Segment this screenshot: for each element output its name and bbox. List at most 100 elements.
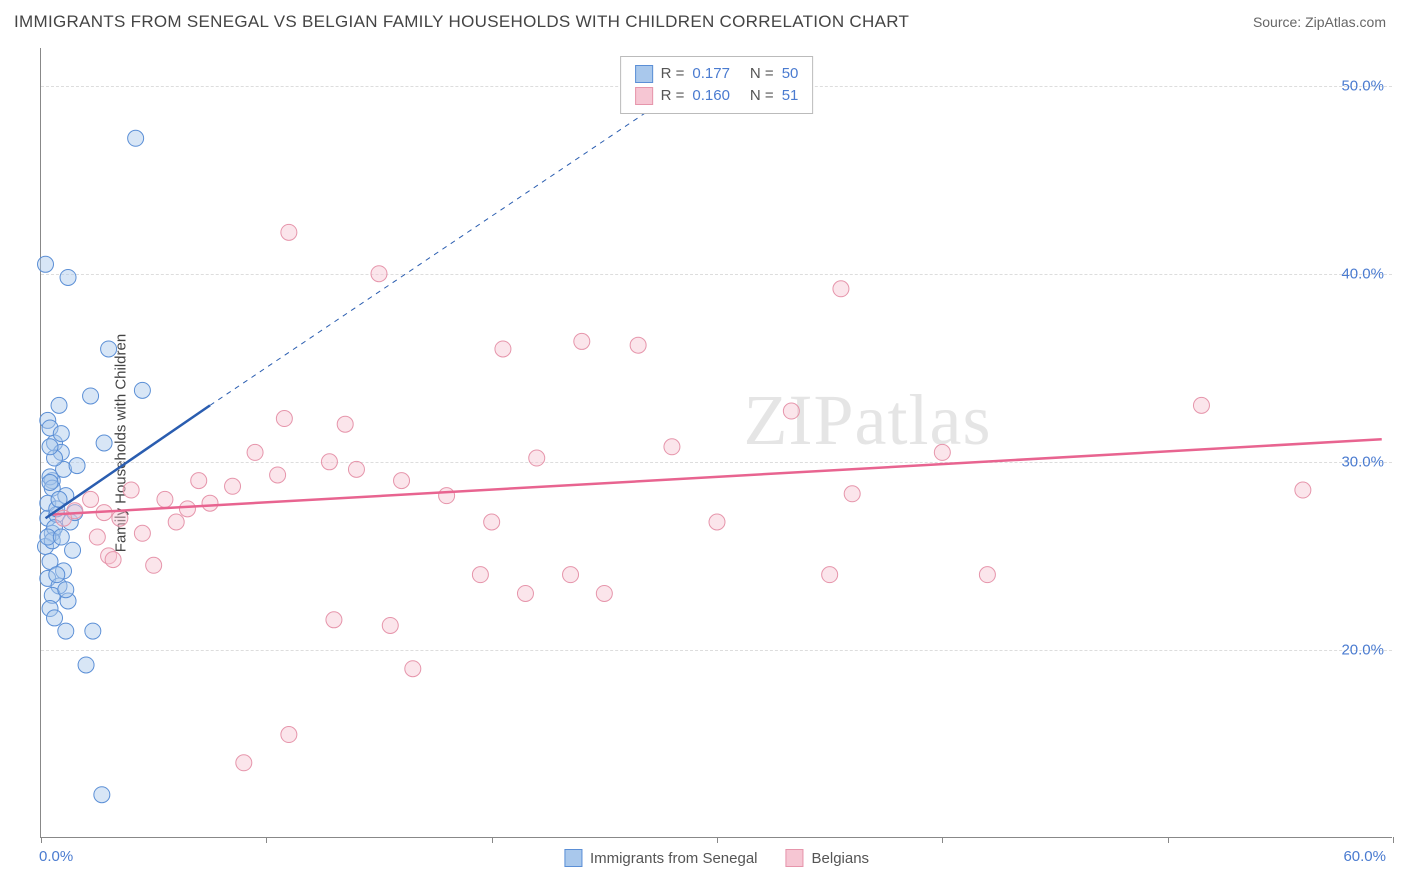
- data-point: [101, 341, 117, 357]
- x-tick: [492, 837, 493, 843]
- swatch-belgians: [635, 87, 653, 105]
- data-point: [281, 224, 297, 240]
- data-point: [337, 416, 353, 432]
- swatch-senegal-icon: [564, 849, 582, 867]
- legend-stats-row-1: R = 0.177 N = 50: [635, 63, 799, 85]
- source-label: Source: ZipAtlas.com: [1253, 14, 1386, 30]
- data-point: [934, 444, 950, 460]
- data-point: [168, 514, 184, 530]
- x-tick: [942, 837, 943, 843]
- n-label: N =: [750, 85, 774, 107]
- x-tick: [41, 837, 42, 843]
- data-point: [83, 388, 99, 404]
- data-point: [1295, 482, 1311, 498]
- y-tick-label: 40.0%: [1341, 265, 1384, 282]
- chart-title: IMMIGRANTS FROM SENEGAL VS BELGIAN FAMIL…: [14, 12, 909, 32]
- legend-item-belgians: Belgians: [786, 849, 870, 867]
- legend-stats: R = 0.177 N = 50 R = 0.160 N = 51: [620, 56, 814, 114]
- data-point: [112, 510, 128, 526]
- data-point: [472, 567, 488, 583]
- data-point: [58, 623, 74, 639]
- data-point: [371, 266, 387, 282]
- data-point: [202, 495, 218, 511]
- data-point: [42, 439, 58, 455]
- data-point: [574, 333, 590, 349]
- data-point: [979, 567, 995, 583]
- swatch-senegal: [635, 65, 653, 83]
- data-point: [96, 435, 112, 451]
- data-point: [276, 411, 292, 427]
- legend-item-senegal: Immigrants from Senegal: [564, 849, 758, 867]
- n-value-1: 50: [782, 63, 799, 85]
- data-point: [51, 397, 67, 413]
- data-point: [529, 450, 545, 466]
- data-point: [822, 567, 838, 583]
- x-tick-label: 0.0%: [39, 848, 73, 865]
- x-tick: [266, 837, 267, 843]
- x-tick-label: 60.0%: [1343, 848, 1386, 865]
- data-point: [630, 337, 646, 353]
- data-point: [53, 426, 69, 442]
- r-label: R =: [661, 63, 685, 85]
- legend-series: Immigrants from Senegal Belgians: [564, 849, 869, 867]
- data-point: [53, 529, 69, 545]
- r-label: R =: [661, 85, 685, 107]
- data-point: [65, 542, 81, 558]
- n-value-2: 51: [782, 85, 799, 107]
- r-value-2: 0.160: [692, 85, 730, 107]
- data-point: [247, 444, 263, 460]
- data-point: [517, 585, 533, 601]
- data-point: [89, 529, 105, 545]
- data-point: [326, 612, 342, 628]
- data-point: [42, 475, 58, 491]
- n-label: N =: [750, 63, 774, 85]
- x-tick: [1393, 837, 1394, 843]
- data-point: [405, 661, 421, 677]
- data-point: [833, 281, 849, 297]
- legend-label-belgians: Belgians: [812, 850, 870, 867]
- data-point: [484, 514, 500, 530]
- data-point: [394, 473, 410, 489]
- data-point: [236, 755, 252, 771]
- data-point: [146, 557, 162, 573]
- plot-svg: [41, 48, 1392, 837]
- y-tick-label: 50.0%: [1341, 77, 1384, 94]
- data-point: [321, 454, 337, 470]
- data-point: [179, 501, 195, 517]
- data-point: [47, 610, 63, 626]
- data-point: [270, 467, 286, 483]
- data-point: [596, 585, 612, 601]
- data-point: [382, 617, 398, 633]
- data-point: [709, 514, 725, 530]
- data-point: [49, 567, 65, 583]
- y-tick-label: 20.0%: [1341, 641, 1384, 658]
- data-point: [225, 478, 241, 494]
- r-value-1: 0.177: [692, 63, 730, 85]
- x-tick: [717, 837, 718, 843]
- data-point: [191, 473, 207, 489]
- legend-label-senegal: Immigrants from Senegal: [590, 850, 758, 867]
- data-point: [134, 525, 150, 541]
- data-point: [60, 269, 76, 285]
- data-point: [123, 482, 139, 498]
- data-point: [281, 727, 297, 743]
- data-point: [85, 623, 101, 639]
- data-point: [83, 491, 99, 507]
- data-point: [58, 582, 74, 598]
- data-point: [783, 403, 799, 419]
- data-point: [134, 382, 150, 398]
- x-tick: [1168, 837, 1169, 843]
- data-point: [439, 488, 455, 504]
- legend-stats-row-2: R = 0.160 N = 51: [635, 85, 799, 107]
- data-point: [38, 256, 54, 272]
- data-point: [563, 567, 579, 583]
- y-tick-label: 30.0%: [1341, 453, 1384, 470]
- data-point: [94, 787, 110, 803]
- data-point: [157, 491, 173, 507]
- data-point: [105, 552, 121, 568]
- data-point: [495, 341, 511, 357]
- data-point: [1193, 397, 1209, 413]
- data-point: [844, 486, 860, 502]
- data-point: [69, 458, 85, 474]
- data-point: [78, 657, 94, 673]
